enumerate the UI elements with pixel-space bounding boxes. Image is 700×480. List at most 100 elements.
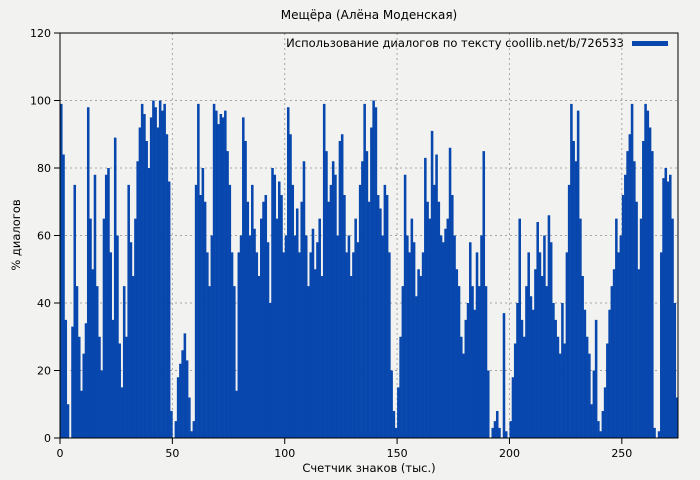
bar [545,286,548,438]
bar [379,208,382,438]
legend-label: Использование диалогов по тексту coollib… [286,36,624,50]
bar [93,174,97,438]
bar [388,252,391,438]
bar [493,421,497,438]
bar [372,100,375,438]
bar [345,252,348,438]
bar [446,218,450,438]
bar [563,343,566,438]
bar [158,100,162,438]
bar [356,242,360,438]
bar [190,431,193,438]
bar [565,252,569,438]
bar [374,107,378,438]
bar [583,309,587,438]
bar [538,252,542,438]
bar [644,103,647,438]
bar [376,195,380,438]
bar [237,252,241,438]
x-axis-label: Счетчик знаков (тыс.) [302,461,436,475]
bar [224,110,227,438]
bar [145,141,148,438]
bar [615,218,618,438]
bar [64,319,68,438]
bar [599,431,602,438]
bar [118,343,121,438]
bar [66,404,70,438]
bar [138,127,142,438]
bar [307,286,310,438]
y-tick-label: 20 [37,365,51,378]
bar [212,103,216,438]
bar [291,184,295,438]
bar [576,110,580,438]
bar [322,103,326,438]
bar [95,286,99,438]
bar [639,218,643,438]
bar [381,235,384,438]
bar [534,269,537,438]
bar [239,235,243,438]
bar [60,103,63,438]
bar [77,336,81,438]
bar [266,242,270,438]
bar [233,286,236,438]
bar [268,303,272,438]
bar [125,336,128,438]
y-tick-label: 60 [37,230,51,243]
bar [570,103,573,438]
bar [253,228,256,438]
bar [448,147,452,438]
bar [149,117,153,438]
bar [192,421,196,438]
bar [109,252,112,438]
bar [473,309,477,438]
bar [352,252,355,438]
bar [482,151,486,438]
bar [320,276,324,438]
bar [442,242,445,438]
legend-swatch-icon [632,40,668,46]
bar [637,269,641,438]
bar [572,141,575,438]
bar [181,350,184,438]
bar [271,168,274,438]
bar [134,218,137,438]
bar [358,184,362,438]
x-tick-label: 250 [611,447,632,460]
bar [185,360,189,438]
bar [329,184,333,438]
bar [363,103,366,438]
bar [104,174,108,438]
bar [435,154,438,438]
bar [75,286,79,438]
bar [156,127,160,438]
bar [293,235,297,438]
bar [462,353,465,438]
bar [579,218,582,438]
bar [165,134,169,438]
bar [669,174,672,438]
bar [199,195,202,438]
bar [399,336,402,438]
bar [513,343,517,438]
bar [280,195,283,438]
bar [313,269,317,438]
bar [136,161,139,438]
bar [262,201,265,438]
bar [428,218,432,438]
bar [549,242,553,438]
bar [167,181,171,438]
bar [131,276,135,438]
bar [194,184,198,438]
bar [367,201,371,438]
bar [318,218,321,438]
bar [594,319,598,438]
bar [179,363,182,438]
bar [603,387,607,438]
bar [282,252,286,438]
bar [451,195,454,438]
bar [316,242,319,438]
bar [558,353,562,438]
